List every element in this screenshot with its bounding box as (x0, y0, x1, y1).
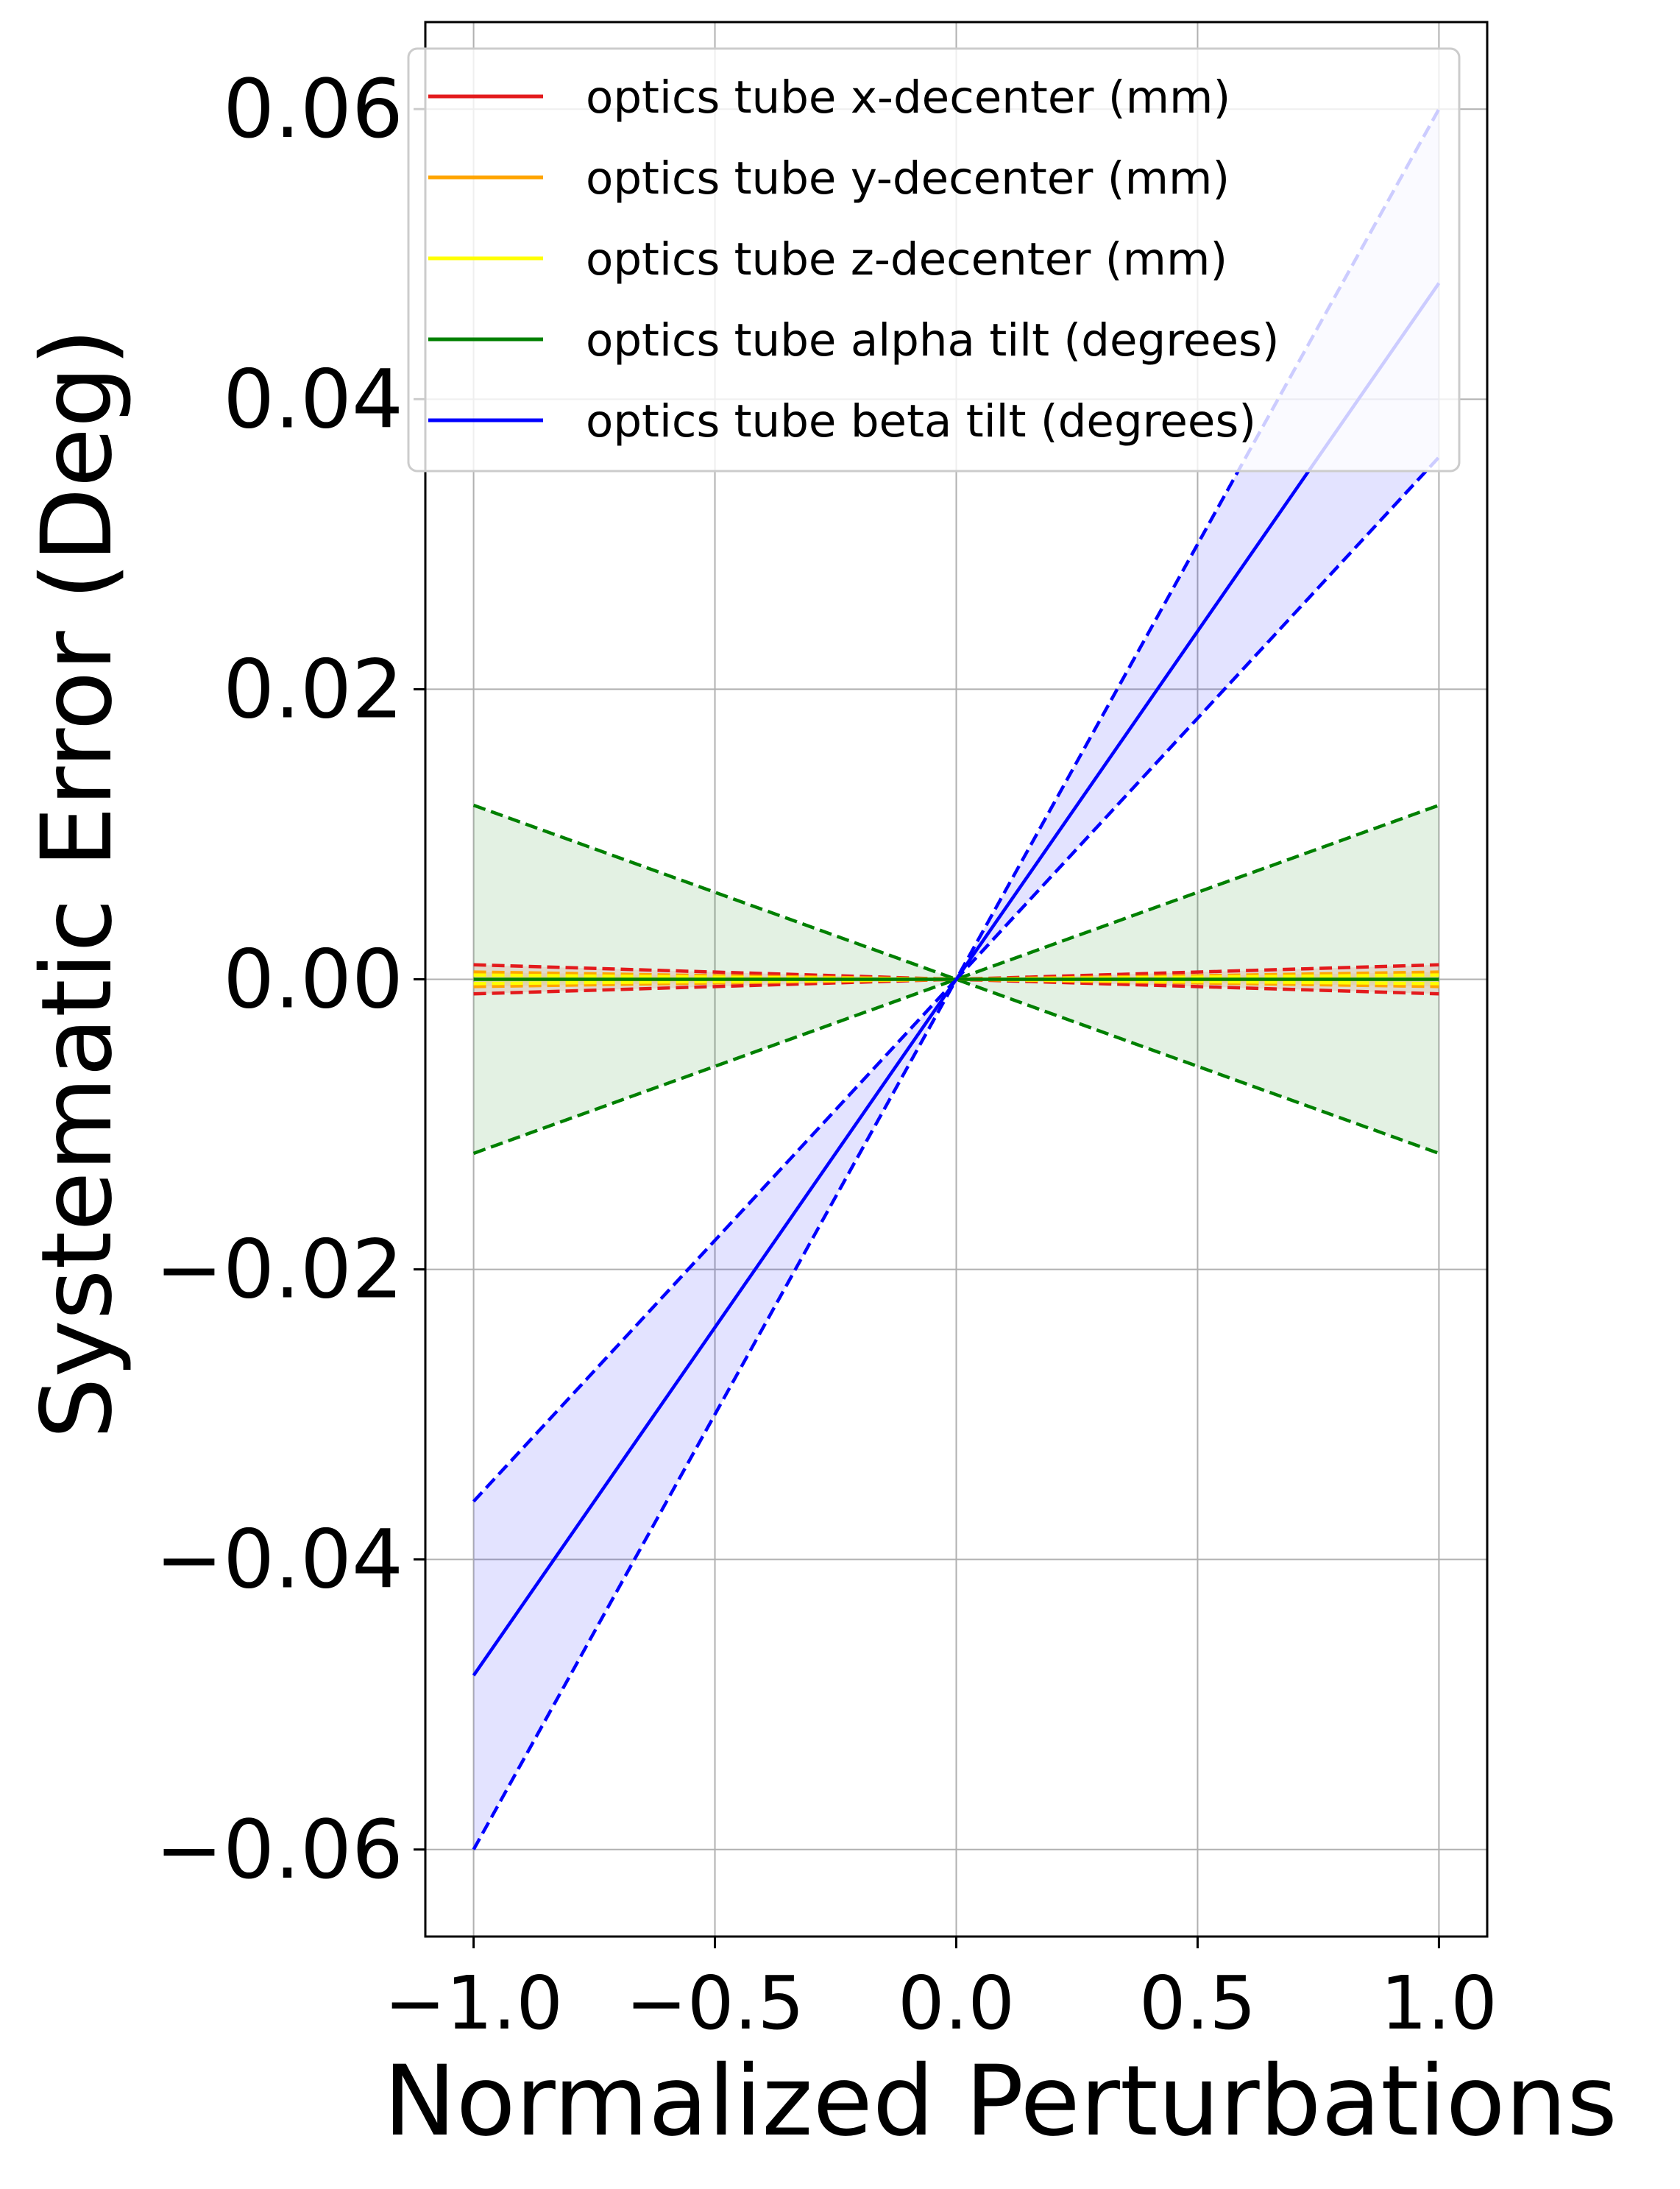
legend-label: optics tube alpha tilt (degrees) (586, 314, 1280, 367)
x-axis-title: Normalized Perturbations (383, 2045, 1617, 2158)
legend-label: optics tube beta tilt (degrees) (586, 395, 1256, 448)
x-tick-label: 0.5 (1139, 1960, 1256, 2046)
y-tick-label: −0.06 (155, 1803, 403, 1897)
legend-label: optics tube y-decenter (mm) (586, 152, 1230, 205)
y-tick-label: 0.02 (223, 642, 403, 736)
legend-label: optics tube z-decenter (mm) (586, 233, 1227, 286)
x-tick-label: 1.0 (1380, 1960, 1498, 2046)
legend: optics tube x-decenter (mm) optics tube y… (407, 47, 1461, 473)
legend-box (407, 47, 1461, 473)
y-tick-label: −0.04 (155, 1513, 403, 1607)
x-tick-label: −1.0 (384, 1960, 563, 2046)
series-line (472, 282, 1441, 1677)
axis-ticks: −1.0 −0.5 0.0 0.5 1.0 −0.06 −0.04 −0.02 0.00 0.02… (155, 62, 1498, 2046)
x-tick-label: −0.5 (625, 1960, 804, 2046)
x-tick-label: 0.0 (898, 1960, 1015, 2046)
y-tick-label: 0.06 (223, 62, 403, 156)
y-tick-label: 0.04 (223, 352, 403, 446)
y-tick-label: −0.02 (155, 1223, 403, 1317)
band-upper-line (472, 803, 1440, 981)
band-lower-line (472, 977, 1440, 1156)
y-axis-title: Systematic Error (Deg) (21, 328, 134, 1439)
series-lines (472, 108, 1441, 1850)
legend-label: optics tube x-decenter (mm) (586, 71, 1230, 124)
y-tick-label: 0.00 (223, 933, 403, 1027)
